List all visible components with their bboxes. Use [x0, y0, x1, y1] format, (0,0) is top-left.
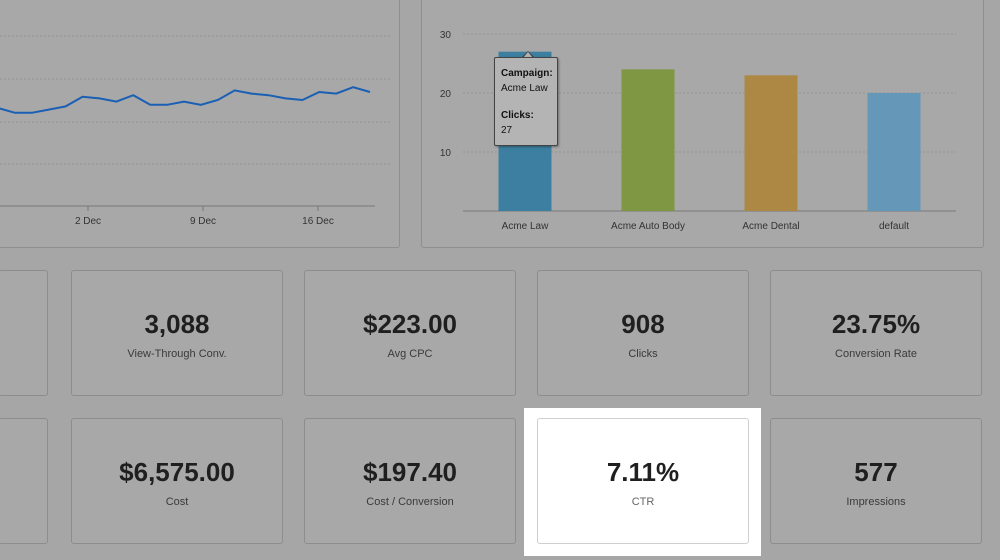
bar-x-tick-label: default [879, 221, 909, 232]
line-x-tick-label: 2 Dec [75, 216, 101, 227]
bar-x-tick-label: Acme Auto Body [611, 221, 685, 232]
tooltip-clicks-label: Clicks: [501, 110, 534, 121]
tooltip-clicks-value: 27 [501, 125, 513, 136]
metric-label: Conversion Rate [835, 348, 917, 360]
bar-y-tick-label: 20 [440, 89, 452, 100]
metric-card-partial[interactable] [0, 418, 48, 544]
metric-value: $197.40 [363, 457, 457, 487]
metric-value: 908 [621, 309, 665, 339]
metric-card-avg-cpc[interactable]: $223.00 Avg CPC [304, 270, 516, 396]
line-series [0, 86, 371, 114]
bar-default[interactable] [867, 93, 921, 211]
metric-card-partial[interactable] [0, 270, 48, 396]
metric-card-impressions[interactable]: 577 Impressions [770, 418, 982, 544]
metric-label: Clicks [628, 348, 658, 360]
bar-acme-auto-body[interactable] [621, 69, 675, 212]
metric-card-cost[interactable]: $6,575.00 Cost [71, 418, 283, 544]
metric-label: Impressions [846, 496, 906, 508]
metric-card-clicks[interactable]: 908 Clicks [537, 270, 749, 396]
metric-value: 7.11% [606, 457, 680, 487]
metric-value: 23.75% [831, 309, 921, 339]
metric-card-conversion-rate[interactable]: 23.75% Conversion Rate [770, 270, 982, 396]
metric-card-ctr[interactable]: 7.11% CTR [537, 418, 749, 544]
metric-card-cost-per-conversion[interactable]: $197.40 Cost / Conversion [304, 418, 516, 544]
metric-label: View-Through Conv. [127, 348, 227, 360]
line-x-tick-label: 9 Dec [190, 216, 216, 227]
line-x-tick-label: 16 Dec [302, 216, 334, 227]
metric-label: Cost / Conversion [366, 496, 454, 508]
tooltip-campaign-value: Acme Law [501, 83, 548, 94]
bar-acme-dental[interactable] [744, 75, 798, 211]
bar-x-tick-label: Acme Dental [742, 221, 799, 232]
bar-y-tick-label: 30 [440, 30, 452, 41]
bar-tooltip: Campaign: Acme Law Clicks: 27 [494, 57, 558, 146]
metric-label: Cost [165, 496, 189, 508]
metric-value: $223.00 [363, 309, 457, 339]
metric-value: 3,088 [144, 309, 210, 339]
bar-x-tick-label: Acme Law [502, 221, 549, 232]
metric-label: CTR [631, 496, 655, 508]
tooltip-campaign-label: Campaign: [501, 68, 553, 79]
bar-y-tick-label: 10 [440, 148, 452, 159]
metric-value: $6,575.00 [119, 457, 235, 487]
line-chart-panel [0, 0, 400, 248]
metric-card-view-through-conv[interactable]: 3,088 View-Through Conv. [71, 270, 283, 396]
metric-value: 577 [854, 457, 898, 487]
metric-label: Avg CPC [387, 348, 433, 360]
